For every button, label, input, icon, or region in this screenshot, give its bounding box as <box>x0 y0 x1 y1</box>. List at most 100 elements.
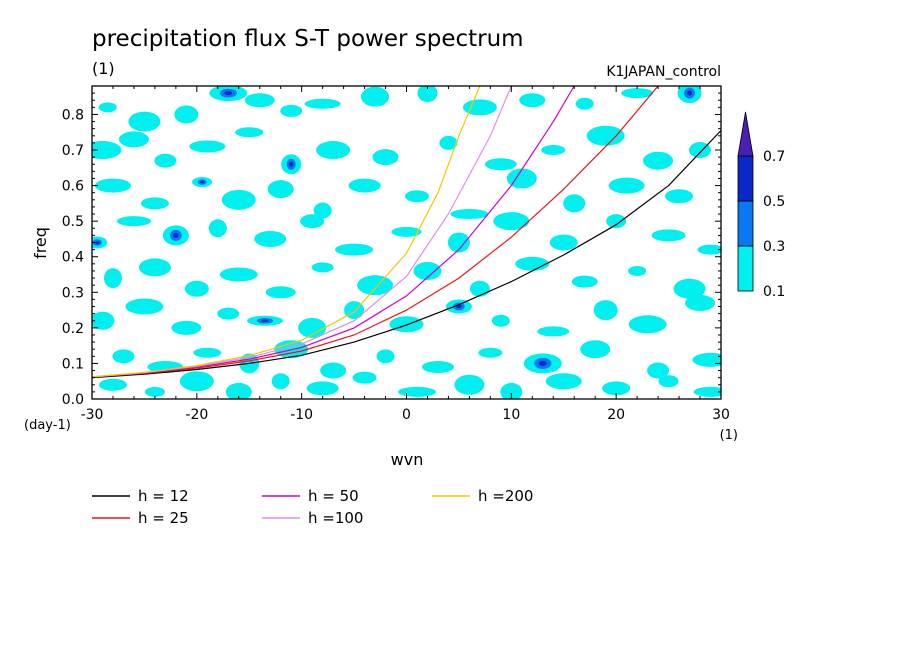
field-cell <box>92 311 115 330</box>
field-cell <box>189 140 226 153</box>
x-tick-label: 20 <box>607 407 625 423</box>
x-tick-label: 0 <box>402 407 411 423</box>
colorbar-extension <box>737 111 754 157</box>
field-cell <box>154 153 177 168</box>
field-cell <box>267 180 294 199</box>
field-cell <box>335 243 374 256</box>
field-cell <box>265 286 296 299</box>
x-tick-label: -30 <box>81 407 104 423</box>
y-tick-label: 0.3 <box>62 285 84 301</box>
field-cell <box>357 275 394 296</box>
field-cell <box>673 278 706 299</box>
field-cell <box>94 178 131 193</box>
field-cell <box>697 244 721 255</box>
chart-subtitle-left: (1) <box>92 59 115 78</box>
field-cell <box>469 280 490 297</box>
field-cell <box>389 316 424 333</box>
field-cell <box>116 216 151 227</box>
field-cell <box>608 177 645 194</box>
y-axis-label: freq <box>31 227 50 259</box>
field-cell-peak <box>200 180 205 184</box>
y-tick-label: 0.4 <box>62 250 84 266</box>
field-cell <box>693 386 721 397</box>
colorbar: 0.1 0.3 0.5 0.7 <box>737 111 785 300</box>
field-cell <box>98 378 127 391</box>
field-cell <box>643 151 674 170</box>
field-cell <box>280 104 303 117</box>
field-cell <box>491 314 510 327</box>
field-cell <box>493 212 530 231</box>
field-cell <box>254 230 287 247</box>
y-tick-label: 0.0 <box>62 392 84 408</box>
field-cell <box>112 349 135 364</box>
field-cell <box>628 315 667 334</box>
field-cell-peak <box>538 360 547 366</box>
field-cell <box>397 386 436 397</box>
field-cell <box>563 194 586 213</box>
field-cell <box>417 86 438 103</box>
plot-frame <box>91 85 722 400</box>
field-cell <box>348 178 381 193</box>
colorbar-label: 0.7 <box>763 149 785 165</box>
field-cell <box>685 294 716 311</box>
field-cell <box>298 317 327 338</box>
field-cell <box>439 135 458 150</box>
spectrum-field <box>92 86 721 399</box>
field-cell <box>519 93 546 108</box>
field-cell <box>593 300 618 321</box>
field-cell <box>621 88 654 99</box>
field-cell <box>447 232 470 253</box>
field-cell <box>606 214 627 229</box>
y-axis-unit: (day-1) <box>24 418 71 433</box>
field-cell <box>391 226 422 237</box>
colorbar-segment <box>737 200 754 247</box>
legend-label: h =200 <box>478 487 533 505</box>
colorbar-label: 0.5 <box>763 194 785 210</box>
field-cell <box>541 145 566 156</box>
field-cell <box>193 347 222 358</box>
field-cell <box>352 371 377 384</box>
field-cell <box>311 262 334 273</box>
field-cell <box>271 373 290 390</box>
field-cell <box>225 382 252 399</box>
field-cell-peak <box>224 91 233 96</box>
series-line <box>92 130 721 379</box>
field-cell <box>515 256 550 271</box>
field-cell <box>98 102 117 113</box>
field-cell <box>306 381 339 396</box>
field-cell <box>602 381 631 396</box>
colorbar-label: 0.3 <box>763 239 785 255</box>
field-cell <box>413 261 442 280</box>
field-cell <box>658 375 679 388</box>
x-tick-label: 10 <box>502 407 520 423</box>
field-cell-peak <box>261 319 269 322</box>
field-cell <box>575 97 594 110</box>
colorbar-segment <box>737 155 754 202</box>
series-line <box>92 86 659 378</box>
field-cell <box>647 362 670 379</box>
field-cell <box>300 214 325 229</box>
field-cell <box>208 219 227 238</box>
field-cell <box>549 234 578 251</box>
field-cell <box>174 105 199 124</box>
legend-label: h = 25 <box>138 509 189 527</box>
field-cell <box>304 98 341 109</box>
field-cell <box>462 99 497 116</box>
field-cell <box>628 265 647 276</box>
field-cell <box>454 374 485 395</box>
field-cell <box>118 131 149 148</box>
field-cell <box>144 386 165 397</box>
field-cell <box>692 352 721 367</box>
field-cell <box>506 168 537 189</box>
field-cell <box>128 111 161 132</box>
field-cell <box>217 307 240 320</box>
field-cell <box>665 189 694 204</box>
series-line <box>92 86 481 378</box>
field-cell <box>545 373 582 390</box>
colorbar-label: 0.1 <box>763 284 785 300</box>
field-cell <box>478 347 503 358</box>
y-axis: 0.0 0.1 0.2 0.3 0.4 0.5 0.6 0.7 0.8 <box>62 92 721 408</box>
field-cell <box>450 209 489 220</box>
field-cell <box>138 258 171 277</box>
